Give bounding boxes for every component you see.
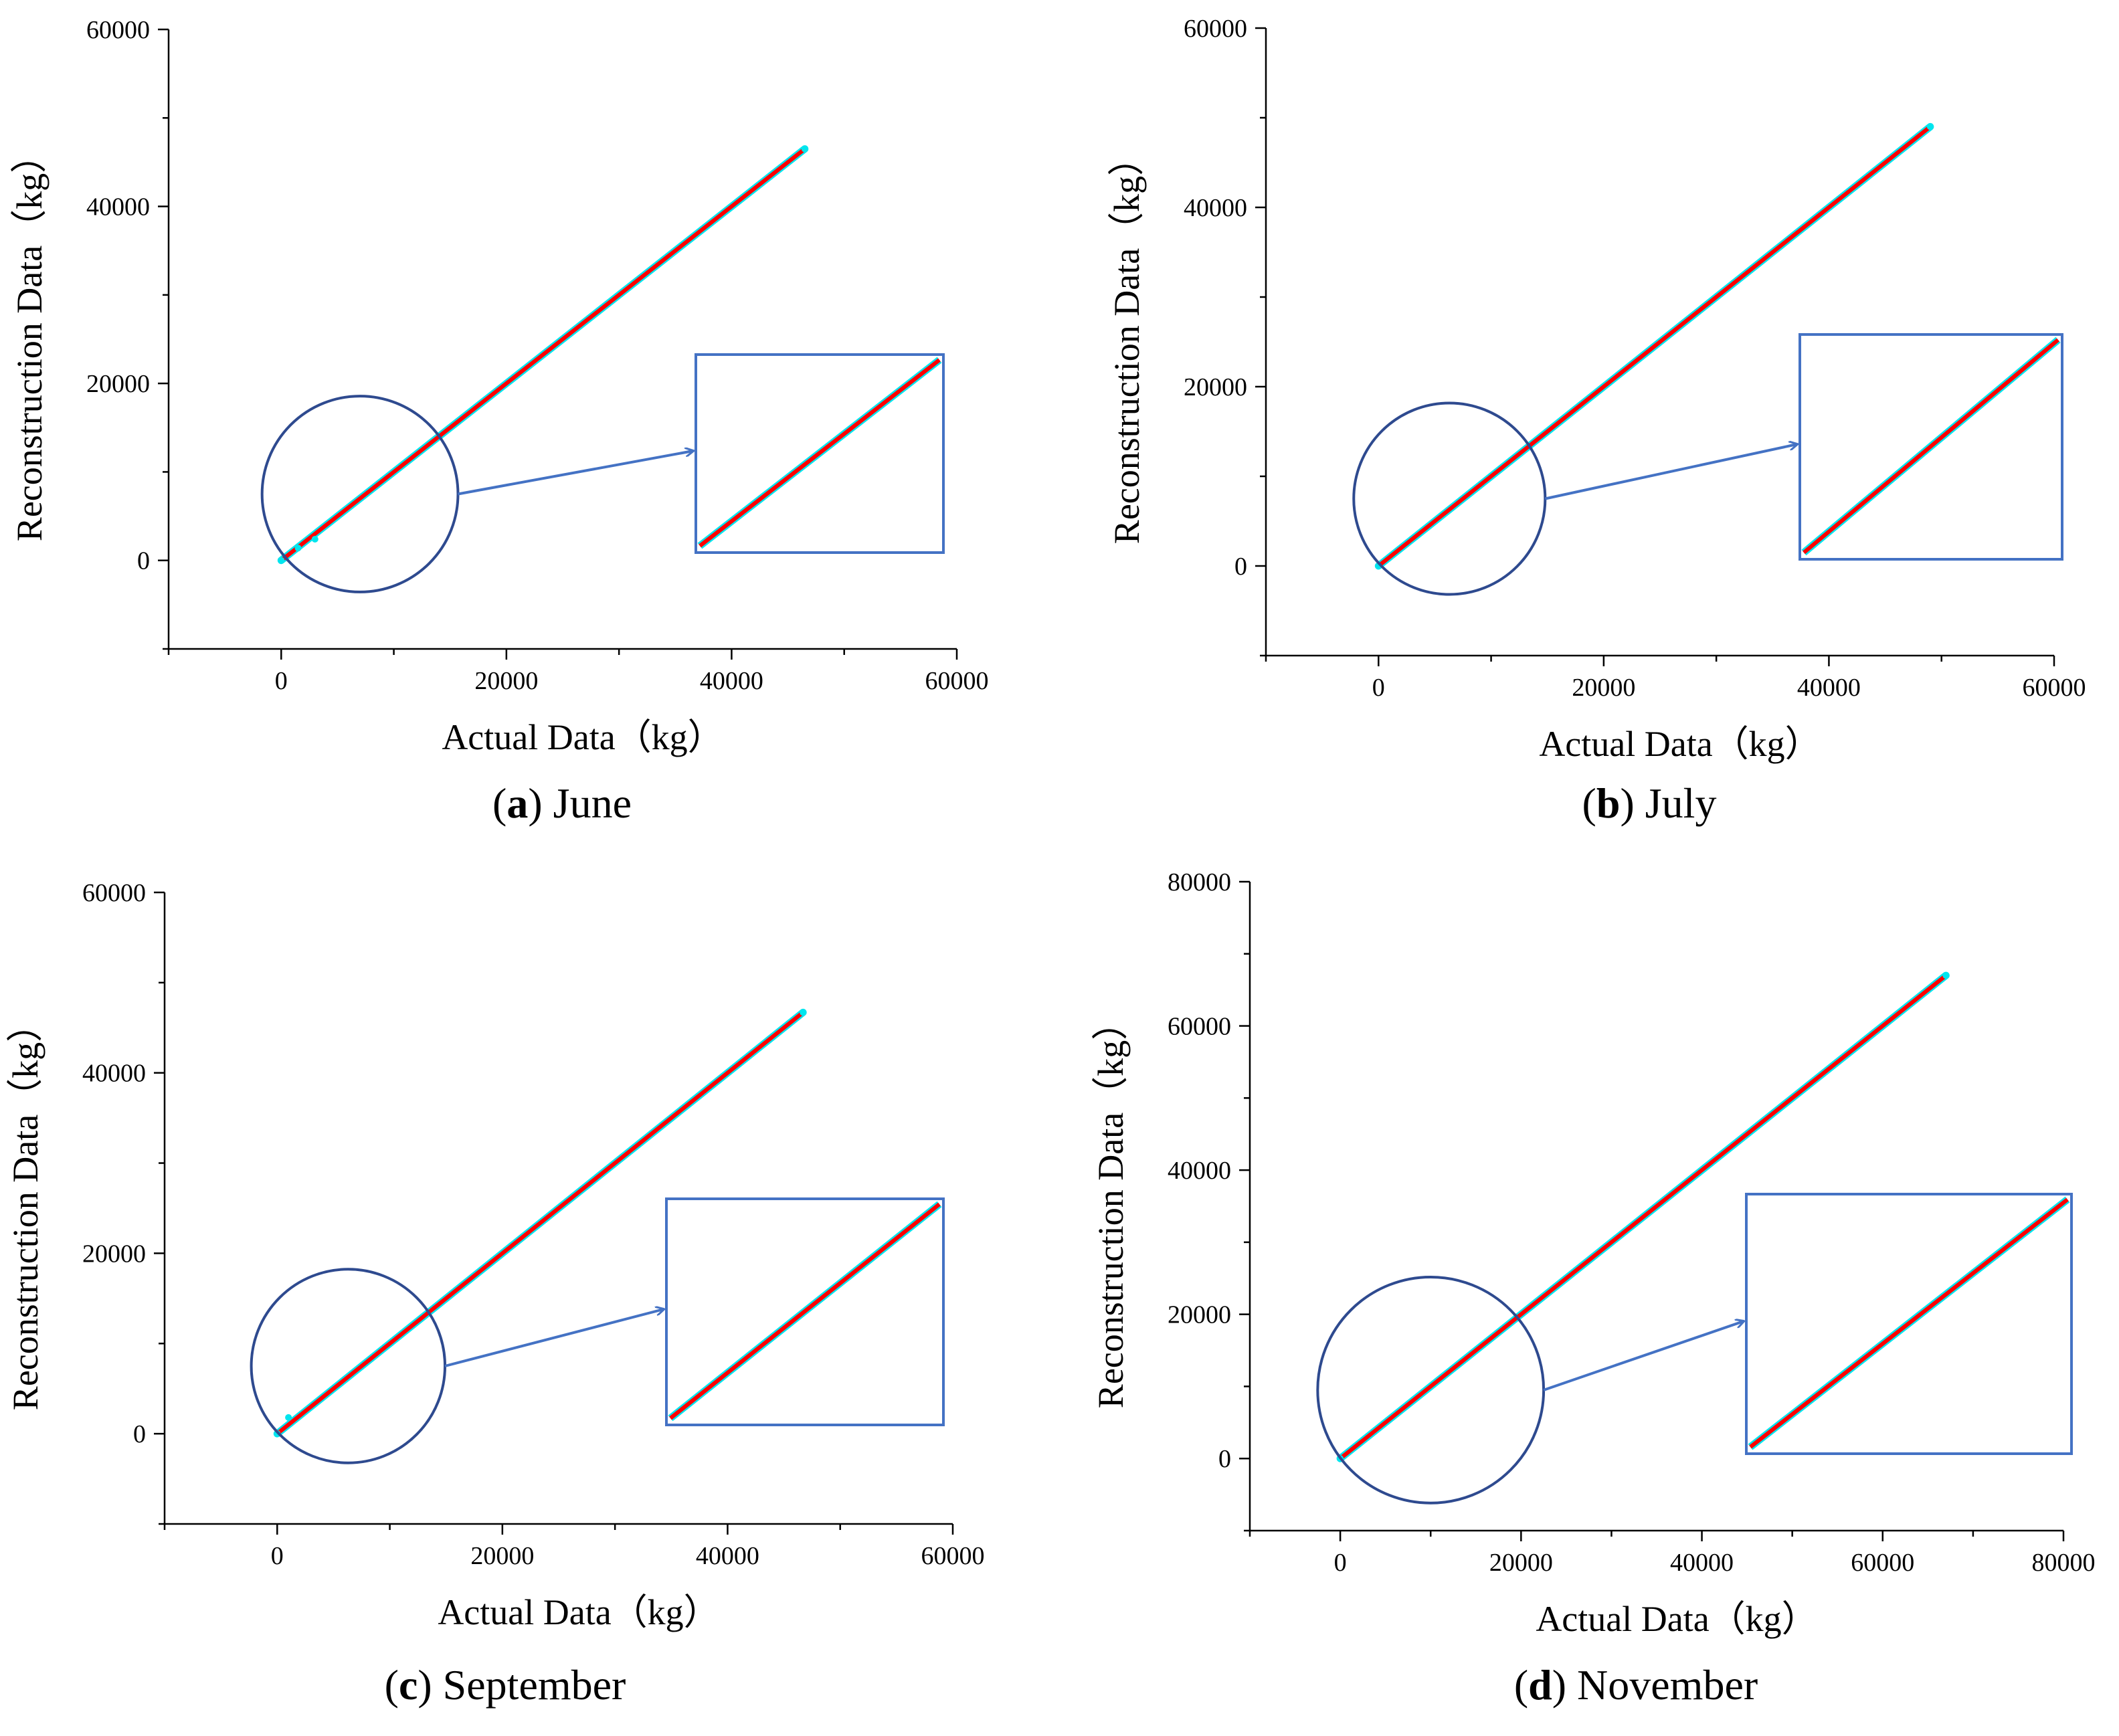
y-tick-label: 20000: [1168, 1301, 1231, 1329]
x-axis-label: Actual Data（kg）: [1536, 1599, 1817, 1639]
data-point: [1926, 123, 1934, 130]
x-tick-label: 60000: [925, 667, 989, 695]
x-tick-label: 60000: [1851, 1549, 1914, 1577]
y-tick-label: 0: [1218, 1445, 1231, 1473]
x-tick-label: 20000: [474, 667, 538, 695]
panel-c: 0 20000 40000 60000 0 20000 40000 60000 Actual D…: [5, 879, 985, 1709]
x-tick-label: 20000: [470, 1542, 534, 1570]
x-tick-label: 0: [1372, 674, 1385, 702]
y-tick-label: 20000: [86, 370, 150, 398]
panel-caption: (a) June: [492, 779, 632, 827]
x-tick-label: 20000: [1489, 1549, 1553, 1577]
y-tick-label: 0: [133, 1420, 146, 1448]
panel-caption: (d) November: [1514, 1661, 1758, 1709]
inset-fit-line: [699, 358, 941, 548]
y-tick-label: 40000: [1184, 194, 1247, 222]
y-tick-label: 40000: [86, 193, 150, 221]
zoom-arrow: [1543, 1321, 1744, 1391]
x-tick-label: 60000: [921, 1542, 985, 1570]
panel-a: 0 20000 40000 60000 0 20000 40000 60000 Actual D…: [9, 16, 989, 827]
data-point: [311, 535, 318, 543]
inset-fit-line: [1803, 338, 2059, 555]
panel-caption: (c) September: [385, 1661, 626, 1709]
panel-b: 0 20000 40000 60000 0 20000 40000 60000 Actual D…: [1107, 15, 2086, 827]
panel-caption: (b) July: [1582, 779, 1717, 827]
x-tick-label: 40000: [1670, 1549, 1734, 1577]
data-point: [800, 1009, 807, 1016]
y-axis-label: Reconstruction Data（kg）: [1107, 140, 1147, 544]
x-tick-label: 40000: [700, 667, 763, 695]
y-tick-label: 60000: [1168, 1013, 1231, 1041]
zoom-arrow: [444, 1309, 664, 1367]
panel-d: 0 20000 40000 60000 80000 0 20000 40000 60000 800…: [1091, 868, 2096, 1709]
y-axis-label: Reconstruction Data（kg）: [1091, 1004, 1131, 1408]
y-tick-label: 20000: [82, 1240, 146, 1268]
x-axis-label: Actual Data（kg）: [442, 717, 723, 757]
x-tick-label: 80000: [2032, 1549, 2096, 1577]
x-axis-label: Actual Data（kg）: [438, 1592, 719, 1632]
inset-fit-line: [1749, 1197, 2069, 1449]
inset-fit-line: [669, 1202, 941, 1420]
y-tick-label: 60000: [86, 16, 150, 44]
x-tick-label: 0: [275, 667, 288, 695]
y-tick-label: 60000: [82, 879, 146, 907]
x-tick-label: 60000: [2023, 674, 2086, 702]
x-tick-label: 0: [271, 1542, 284, 1570]
zoom-arrow: [1544, 444, 1797, 500]
y-tick-label: 80000: [1168, 868, 1231, 896]
x-tick-label: 20000: [1572, 674, 1635, 702]
fit-line: [1377, 125, 1932, 568]
data-point: [801, 145, 808, 153]
fit-line: [1339, 973, 1948, 1460]
y-axis-label: Reconstruction Data（kg）: [9, 137, 50, 541]
zoom-circle: [1352, 401, 1547, 596]
y-axis-label: Reconstruction Data（kg）: [5, 1006, 45, 1410]
x-tick-label: 40000: [1797, 674, 1861, 702]
data-point: [1942, 972, 1950, 979]
data-point: [294, 545, 302, 552]
y-tick-label: 60000: [1184, 15, 1247, 43]
fit-line: [280, 147, 806, 563]
y-tick-label: 40000: [1168, 1157, 1231, 1185]
y-tick-label: 40000: [82, 1060, 146, 1088]
x-tick-label: 40000: [696, 1542, 759, 1570]
x-axis-label: Actual Data（kg）: [1539, 724, 1821, 764]
data-point: [278, 557, 285, 564]
y-tick-label: 20000: [1184, 373, 1247, 401]
y-tick-label: 0: [1234, 553, 1247, 581]
x-tick-label: 0: [1334, 1549, 1347, 1577]
fit-line: [276, 1011, 805, 1436]
zoom-arrow: [458, 451, 693, 496]
data-point: [285, 1414, 292, 1421]
zoom-circle: [250, 1268, 447, 1464]
y-tick-label: 0: [137, 547, 150, 575]
